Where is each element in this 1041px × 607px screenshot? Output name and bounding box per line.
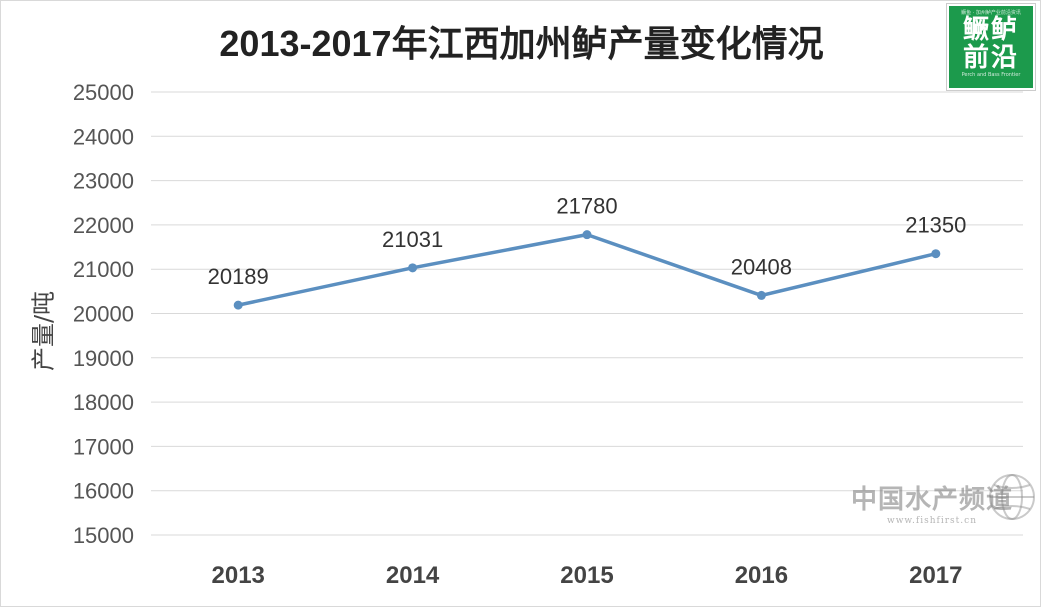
- watermark-url: www.fishfirst.cn: [887, 516, 977, 526]
- data-point: [582, 230, 592, 240]
- y-tick-label: 17000: [73, 434, 134, 459]
- watermark: 中国水产频道 www.fishfirst.cn: [851, 479, 1013, 526]
- data-label: 20408: [731, 254, 792, 279]
- logo-english: Perch and Bass Frontier: [961, 72, 1021, 78]
- data-label: 20189: [208, 264, 269, 289]
- y-tick-label: 24000: [73, 124, 134, 149]
- y-tick-label: 19000: [73, 346, 134, 371]
- x-tick-label: 2015: [560, 562, 613, 589]
- brand-logo: 鳜鱼 · 加州鲈产业前沿资讯 鳜鲈 前沿 Perch and Bass Fron…: [946, 3, 1036, 91]
- y-tick-label: 18000: [73, 390, 134, 415]
- series-line: [237, 232, 937, 307]
- globe-icon: [989, 474, 1035, 520]
- data-point: [931, 249, 941, 259]
- x-tick-label: 2017: [909, 562, 962, 589]
- x-tick-label: 2014: [386, 562, 440, 589]
- data-label: 21031: [382, 227, 443, 252]
- logo-line2: 前沿: [962, 43, 1019, 73]
- data-label: 21780: [556, 194, 617, 219]
- data-point: [408, 263, 418, 273]
- y-tick-label: 22000: [73, 213, 134, 238]
- x-tick-label: 2016: [735, 562, 788, 589]
- y-tick-label: 20000: [73, 302, 134, 327]
- y-tick-label: 23000: [73, 169, 134, 194]
- y-tick-label: 16000: [73, 479, 134, 504]
- watermark-text: 中国水产频道: [851, 485, 1014, 515]
- data-label: 21350: [905, 213, 966, 238]
- logo-line1: 鳜鲈: [962, 15, 1019, 45]
- x-tick-label: 2013: [212, 562, 265, 589]
- y-tick-label: 25000: [73, 80, 134, 105]
- y-tick-label: 21000: [73, 257, 134, 282]
- y-tick-label: 15000: [73, 523, 134, 548]
- data-point: [756, 290, 766, 300]
- chart-title: 2013-2017年江西加州鲈产量变化情况: [219, 23, 824, 64]
- data-point: [233, 300, 243, 310]
- logo-tagline: 鳜鱼 · 加州鲈产业前沿资讯: [961, 10, 1021, 16]
